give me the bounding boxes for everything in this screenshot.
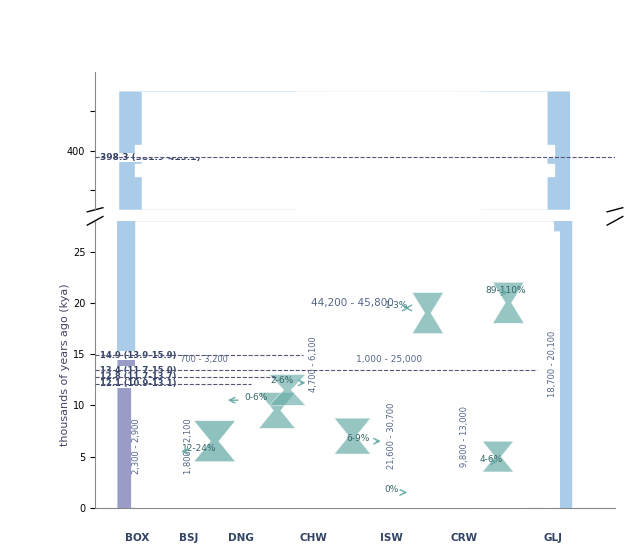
Text: 1,000 - 25,000: 1,000 - 25,000	[356, 355, 422, 364]
FancyBboxPatch shape	[170, 376, 207, 508]
PathPatch shape	[493, 282, 524, 323]
Text: 2,300 - 2,900: 2,300 - 2,900	[133, 418, 141, 474]
FancyBboxPatch shape	[456, 371, 472, 508]
FancyBboxPatch shape	[306, 231, 321, 508]
Text: 14.9 (13.9-15.9): 14.9 (13.9-15.9)	[100, 351, 177, 359]
Text: 0-6%: 0-6%	[245, 393, 268, 402]
Text: 89-110%: 89-110%	[485, 285, 526, 295]
Text: 2-6%: 2-6%	[271, 376, 294, 385]
FancyBboxPatch shape	[295, 231, 332, 508]
PathPatch shape	[269, 375, 306, 405]
Text: 44,200 - 45,800: 44,200 - 45,800	[311, 298, 394, 308]
FancyBboxPatch shape	[158, 373, 234, 508]
Text: 13.4 (11.7-15.0): 13.4 (11.7-15.0)	[100, 366, 177, 375]
FancyBboxPatch shape	[372, 370, 484, 508]
FancyBboxPatch shape	[446, 370, 482, 508]
Text: DNG: DNG	[228, 533, 254, 544]
FancyBboxPatch shape	[131, 384, 142, 508]
Text: 4,700 - 6,100: 4,700 - 6,100	[309, 337, 318, 392]
Text: ISW: ISW	[380, 533, 403, 544]
Text: 6-9%: 6-9%	[346, 434, 370, 443]
Text: 12.8 (11.7-13.7): 12.8 (11.7-13.7)	[100, 372, 177, 381]
Text: 1,800 - 2,100: 1,800 - 2,100	[184, 418, 193, 474]
PathPatch shape	[194, 421, 235, 461]
Text: BOX: BOX	[124, 533, 149, 544]
FancyBboxPatch shape	[545, 231, 560, 508]
Text: 398.3 (381.9-415.1): 398.3 (381.9-415.1)	[100, 153, 201, 162]
FancyBboxPatch shape	[534, 231, 571, 508]
FancyBboxPatch shape	[222, 370, 259, 508]
FancyBboxPatch shape	[384, 371, 399, 508]
FancyBboxPatch shape	[183, 377, 194, 508]
FancyBboxPatch shape	[373, 370, 410, 508]
FancyBboxPatch shape	[389, 371, 467, 508]
FancyBboxPatch shape	[135, 355, 242, 508]
Text: 1-3%: 1-3%	[385, 301, 408, 310]
FancyBboxPatch shape	[118, 384, 155, 508]
FancyBboxPatch shape	[119, 92, 570, 210]
PathPatch shape	[412, 293, 443, 333]
Text: 700 - 3,200: 700 - 3,200	[180, 355, 228, 364]
Text: 4-6%: 4-6%	[480, 455, 503, 464]
Text: GLJ: GLJ	[543, 533, 562, 544]
Y-axis label: thousands of years ago (kya): thousands of years ago (kya)	[60, 283, 70, 445]
FancyBboxPatch shape	[296, 92, 482, 210]
PathPatch shape	[259, 392, 295, 428]
FancyBboxPatch shape	[324, 92, 454, 210]
FancyBboxPatch shape	[235, 371, 246, 508]
Text: CRW: CRW	[451, 533, 478, 544]
PathPatch shape	[482, 441, 514, 472]
FancyBboxPatch shape	[142, 92, 548, 210]
FancyBboxPatch shape	[117, 221, 573, 508]
Text: 18,700 - 20,100: 18,700 - 20,100	[548, 331, 557, 397]
PathPatch shape	[334, 418, 371, 454]
Text: 12-24%: 12-24%	[182, 444, 216, 453]
Text: 21,600 - 30,700: 21,600 - 30,700	[387, 403, 396, 469]
Text: 0%: 0%	[384, 485, 399, 495]
FancyBboxPatch shape	[176, 262, 526, 508]
Text: 9,800 - 13,000: 9,800 - 13,000	[460, 406, 469, 466]
FancyBboxPatch shape	[118, 355, 259, 508]
Text: CHW: CHW	[299, 533, 327, 544]
FancyBboxPatch shape	[158, 373, 234, 508]
FancyBboxPatch shape	[135, 221, 554, 508]
Text: BSJ: BSJ	[179, 533, 198, 544]
Text: 12.1 (10.9-13.1): 12.1 (10.9-13.1)	[100, 379, 177, 388]
FancyBboxPatch shape	[176, 262, 526, 508]
